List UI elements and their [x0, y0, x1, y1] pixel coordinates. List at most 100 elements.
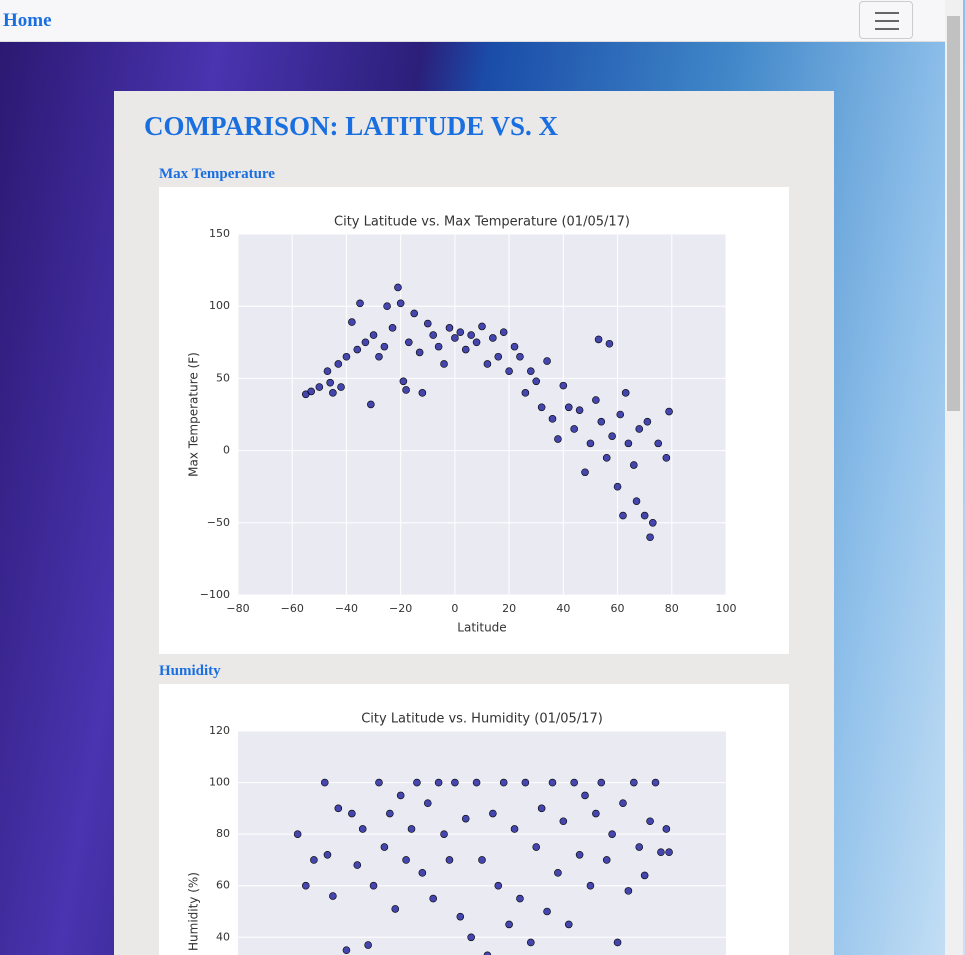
- x-axis-label: Latitude: [457, 621, 506, 635]
- point: [405, 338, 413, 347]
- point: [456, 328, 465, 336]
- page-title: COMPARISON: LATITUDE VS. X: [144, 111, 559, 141]
- point: [559, 381, 568, 390]
- point: [461, 814, 470, 823]
- point: [323, 850, 332, 859]
- point: [630, 461, 638, 469]
- point: [654, 439, 663, 448]
- point: [505, 920, 513, 929]
- point: [348, 318, 356, 326]
- point: [337, 383, 345, 391]
- y-tick-label: −50: [207, 516, 230, 529]
- point: [388, 324, 397, 332]
- point: [597, 417, 606, 426]
- point: [329, 389, 337, 397]
- point: [342, 946, 351, 954]
- point: [537, 403, 546, 412]
- point: [418, 869, 427, 877]
- point: [483, 360, 492, 368]
- point: [543, 357, 551, 365]
- x-tick-label: 60: [611, 602, 625, 615]
- scrollbar[interactable]: [945, 0, 963, 955]
- point: [640, 871, 649, 880]
- chart-title: City Latitude vs. Max Temperature (01/05…: [334, 215, 630, 230]
- plot-area: [238, 731, 726, 955]
- x-tick-label: 0: [451, 602, 458, 615]
- x-tick-label: 80: [665, 602, 679, 615]
- point: [526, 367, 535, 375]
- point: [559, 817, 568, 826]
- point: [334, 360, 343, 368]
- point: [483, 951, 492, 955]
- point: [353, 345, 362, 354]
- point: [619, 511, 627, 520]
- point: [646, 533, 654, 542]
- point: [510, 825, 519, 833]
- y-tick-label: 100: [209, 299, 230, 312]
- point: [418, 389, 427, 397]
- point: [548, 778, 557, 787]
- point: [510, 342, 519, 351]
- point: [402, 856, 410, 864]
- point: [613, 482, 622, 491]
- point: [570, 425, 578, 433]
- y-tick-label: 100: [209, 776, 230, 789]
- point: [434, 342, 443, 351]
- point: [575, 850, 584, 859]
- point: [616, 410, 625, 419]
- point: [342, 352, 351, 361]
- point: [310, 856, 318, 864]
- point: [499, 328, 508, 336]
- point: [635, 425, 644, 433]
- plot-area: [238, 234, 726, 595]
- y-tick-label: 150: [209, 227, 230, 240]
- point: [619, 799, 627, 807]
- point: [608, 432, 616, 440]
- menu-toggle[interactable]: [859, 1, 913, 39]
- point: [423, 799, 432, 807]
- x-tick-label: −60: [281, 602, 304, 615]
- y-tick-label: 60: [216, 879, 230, 892]
- point: [358, 825, 367, 833]
- home-link[interactable]: Home: [3, 10, 52, 31]
- point: [575, 406, 584, 414]
- point: [369, 881, 378, 890]
- point: [651, 778, 660, 787]
- section-heading: Max Temperature: [159, 166, 275, 182]
- point: [554, 435, 562, 443]
- point: [383, 302, 391, 310]
- point: [605, 339, 614, 348]
- point: [478, 322, 486, 331]
- point: [554, 869, 562, 877]
- point: [516, 894, 524, 903]
- point: [429, 894, 438, 903]
- point: [532, 843, 541, 851]
- point: [472, 338, 481, 347]
- y-tick-label: 80: [216, 827, 230, 840]
- point: [320, 778, 329, 787]
- x-tick-label: 20: [502, 602, 516, 615]
- point: [630, 778, 638, 787]
- point: [665, 407, 673, 416]
- chart: City Latitude vs. Max Temperature (01/05…: [159, 187, 789, 654]
- point: [451, 334, 459, 342]
- point: [375, 778, 383, 787]
- point: [494, 352, 503, 361]
- point: [537, 804, 546, 813]
- point: [597, 778, 606, 787]
- point: [586, 881, 595, 890]
- point: [391, 905, 400, 913]
- point: [662, 825, 671, 833]
- y-axis-label: Humidity (%): [187, 872, 201, 951]
- point: [564, 403, 573, 412]
- point: [516, 352, 524, 361]
- point: [564, 920, 573, 929]
- point: [570, 778, 578, 787]
- scroll-thumb[interactable]: [947, 16, 960, 411]
- point: [624, 439, 633, 448]
- point: [489, 334, 497, 342]
- y-tick-label: 120: [209, 724, 230, 737]
- x-tick-label: 40: [556, 602, 570, 615]
- point: [367, 400, 375, 409]
